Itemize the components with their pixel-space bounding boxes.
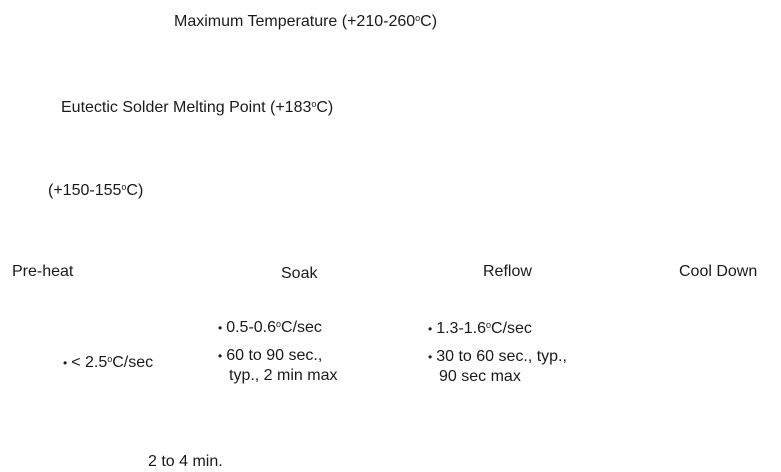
degree-symbol: o [415,13,421,23]
degree-symbol: o [121,182,127,192]
maximum-temperature-label: Maximum Temperature (+210-260oC) [174,13,438,30]
eutectic-melting-point-label: Eutectic Solder Melting Point (+183oC) [61,99,334,116]
preheat-temperature-label: (+150-155oC) [48,182,144,199]
reflow-time-line-2: 90 sec max [439,368,521,385]
degree-symbol: o [486,320,492,330]
soak-time-line-2: typ., 2 min max [229,367,338,384]
phase-label-soak: Soak [281,265,318,282]
degree-symbol: o [311,99,317,109]
soak-ramp-rate-note: 0.5-0.6oC/sec [218,314,337,338]
degree-symbol: o [276,319,282,329]
phase-label-cool-down: Cool Down [679,263,758,280]
reflow-ramp-rate-note: 1.3-1.6oC/sec [428,315,567,339]
soak-time-line-1: 60 to 90 sec., [218,346,337,366]
reflow-time-line-1: 30 to 60 sec., typ., [428,347,567,367]
reflow-time-note: 30 to 60 sec., typ., 90 sec max [428,347,567,387]
preheat-ramp-rate-note: < 2.5oC/sec [63,349,153,373]
soak-notes-list: 0.5-0.6oC/sec 60 to 90 sec., typ., 2 min… [218,314,337,386]
degree-symbol: o [107,354,113,364]
phase-label-reflow: Reflow [483,263,532,280]
reflow-notes-list: 1.3-1.6oC/sec 30 to 60 sec., typ., 90 se… [428,315,567,387]
soak-time-note: 60 to 90 sec., typ., 2 min max [218,346,337,386]
total-duration-label: 2 to 4 min. [148,453,223,470]
phase-label-preheat: Pre-heat [12,263,74,280]
